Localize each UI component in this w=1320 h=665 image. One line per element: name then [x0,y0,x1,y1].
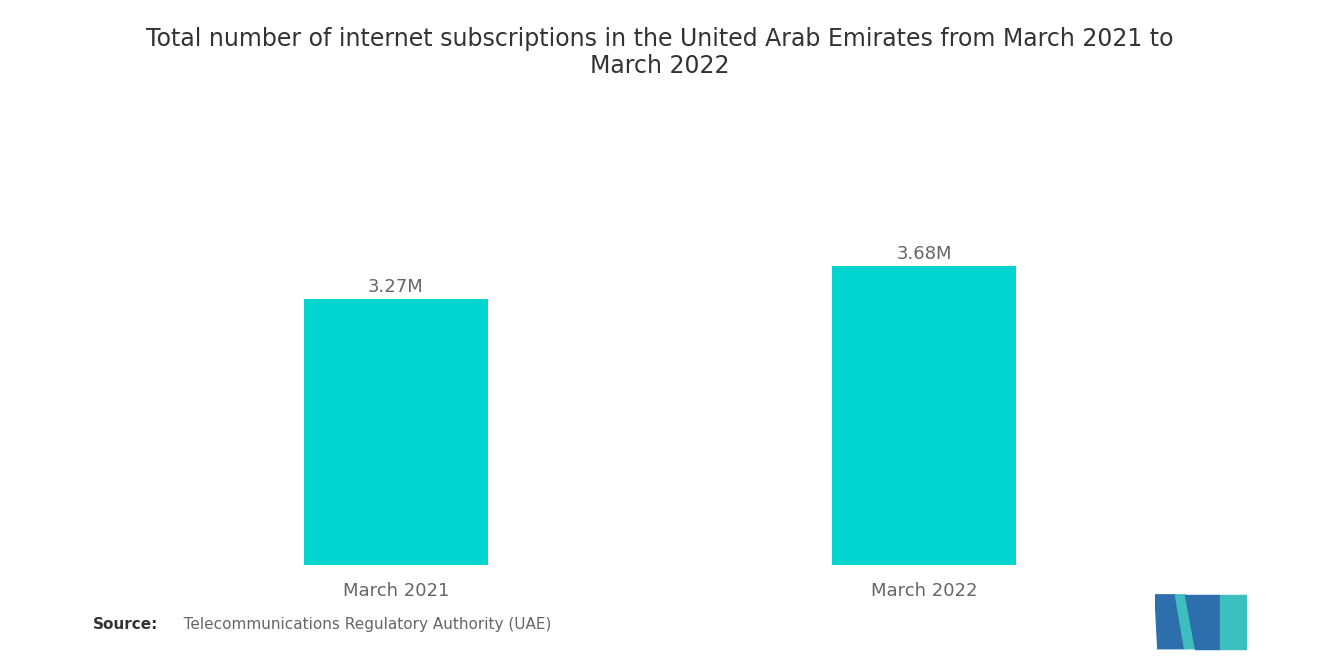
Text: 3.68M: 3.68M [896,245,952,263]
Bar [304,299,488,565]
Bar [832,266,1016,565]
Text: Telecommunications Regulatory Authority (UAE): Telecommunications Regulatory Authority … [169,616,552,632]
Polygon shape [1175,595,1195,649]
Text: 3.27M: 3.27M [368,278,424,296]
Text: Source:: Source: [92,616,158,632]
Polygon shape [1220,595,1246,649]
Polygon shape [1185,595,1220,649]
Text: Total number of internet subscriptions in the United Arab Emirates from March 20: Total number of internet subscriptions i… [147,27,1173,78]
Polygon shape [1155,595,1184,649]
